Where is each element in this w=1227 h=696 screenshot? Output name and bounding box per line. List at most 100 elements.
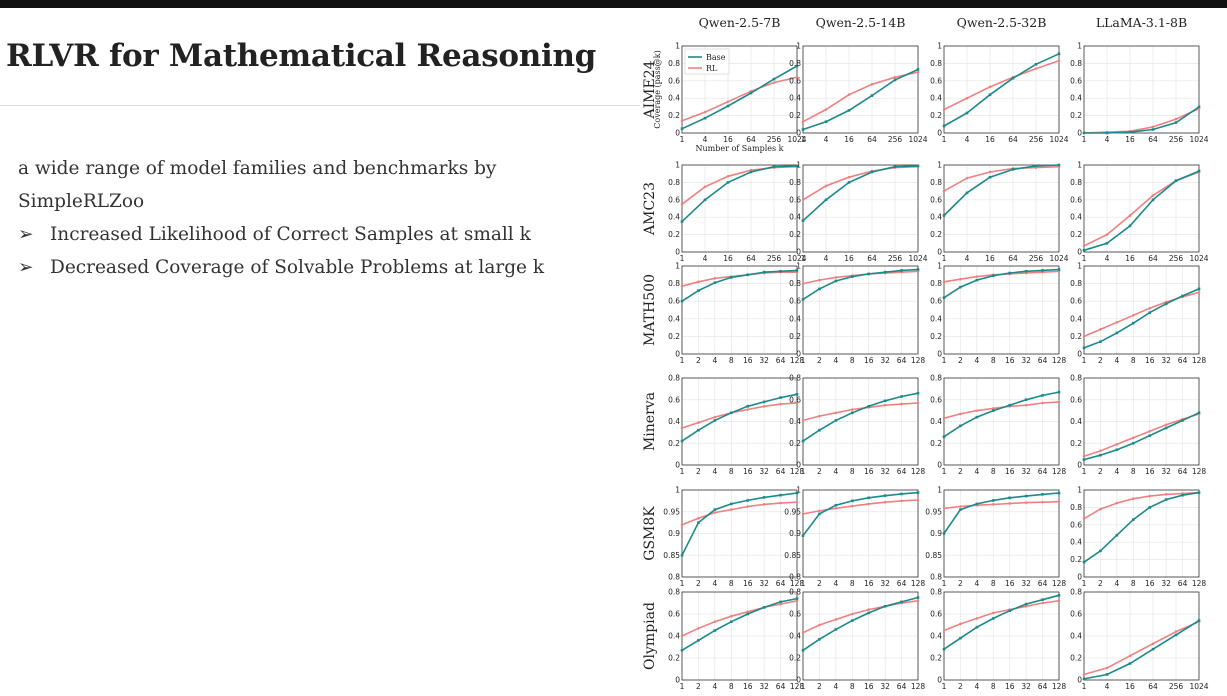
- data-point-rl: [795, 599, 799, 603]
- series-line-rl: [681, 501, 798, 526]
- data-point-base: [834, 419, 838, 422]
- x-tick-label: 64: [1038, 467, 1048, 476]
- data-point-base: [713, 281, 717, 285]
- y-tick-label: 0.2: [668, 332, 680, 341]
- x-axis-label: Number of Samples k: [695, 144, 783, 153]
- x-tick-label: 2: [817, 682, 822, 691]
- data-point-base: [680, 127, 684, 130]
- x-tick-label: 32: [1161, 579, 1171, 588]
- data-point-rl: [959, 277, 962, 281]
- data-point-rl: [870, 82, 874, 86]
- data-point-rl: [965, 176, 969, 180]
- data-point-base: [991, 274, 995, 277]
- data-point-base: [834, 279, 838, 283]
- data-point-rl: [1174, 117, 1178, 121]
- x-tick-label: 64: [1148, 254, 1158, 263]
- data-point-base: [1099, 453, 1102, 457]
- data-point-base: [680, 220, 684, 223]
- legend-box: [684, 48, 730, 75]
- y-tick-label: 0.8: [1070, 588, 1082, 597]
- x-tick-label: 8: [1131, 356, 1136, 365]
- x-tick-label: 16: [844, 135, 854, 144]
- x-tick-label: 16: [723, 254, 733, 263]
- data-point-rl: [893, 76, 897, 79]
- data-point-base: [1099, 340, 1102, 343]
- x-tick-label: 4: [712, 579, 717, 588]
- y-tick-label: 0.8: [789, 374, 801, 383]
- x-tick-label: 4: [974, 579, 979, 588]
- data-point-base: [1115, 448, 1119, 452]
- y-tick-label: 0.2: [930, 111, 942, 120]
- series-line-base: [802, 392, 919, 442]
- x-tick-label: 8: [991, 356, 996, 365]
- plot-frame: [681, 45, 798, 134]
- data-point-base: [1164, 302, 1168, 306]
- y-tick-label: 0.8: [668, 573, 680, 582]
- y-tick-label: 0: [1077, 676, 1082, 685]
- y-tick-label: 0.8: [1070, 178, 1082, 187]
- series-line-rl: [943, 60, 1060, 111]
- x-tick-label: 128: [790, 579, 805, 588]
- plot-frame: [802, 164, 919, 253]
- data-point-rl: [1151, 642, 1155, 645]
- x-tick-label: 64: [1008, 135, 1018, 144]
- data-point-base: [1151, 198, 1155, 202]
- data-point-base: [1197, 105, 1201, 109]
- x-tick-label: 2: [817, 356, 822, 365]
- data-point-base: [1181, 294, 1184, 298]
- x-tick-label: 1: [942, 579, 947, 588]
- y-tick-label: 0.8: [668, 59, 680, 68]
- y-tick-label: 0.4: [1070, 213, 1082, 222]
- x-tick-label: 1: [680, 356, 685, 365]
- x-tick-label: 128: [911, 467, 926, 476]
- y-tick-label: 0.4: [1070, 632, 1082, 641]
- data-point-base: [834, 503, 838, 507]
- y-tick-label: 0.2: [1070, 230, 1082, 239]
- data-point-rl: [900, 402, 903, 406]
- y-tick-label: 0.6: [1070, 520, 1082, 529]
- data-point-rl: [867, 502, 871, 506]
- data-point-base: [1057, 268, 1061, 271]
- data-point-rl: [942, 506, 946, 510]
- data-point-base: [975, 502, 979, 506]
- data-point-base: [988, 93, 992, 97]
- x-tick-label: 8: [729, 356, 734, 365]
- row-label: Minerva: [642, 392, 658, 451]
- y-tick-label: 0.4: [930, 94, 942, 103]
- series-line-base: [681, 492, 798, 556]
- data-point-base: [697, 639, 700, 642]
- y-tick-label: 1: [675, 161, 680, 170]
- data-point-base: [749, 170, 753, 174]
- x-tick-label: 16: [864, 682, 874, 691]
- data-point-rl: [703, 185, 707, 189]
- x-tick-label: 64: [1038, 356, 1048, 365]
- x-tick-label: 2: [696, 579, 701, 588]
- data-point-base: [1148, 434, 1152, 437]
- plot-frame: [1083, 45, 1200, 134]
- y-tick-label: 0.8: [789, 279, 801, 288]
- data-point-base: [801, 649, 805, 652]
- data-point-base: [818, 512, 821, 516]
- x-tick-label: 2: [1098, 356, 1103, 365]
- y-tick-label: 0: [1077, 461, 1082, 470]
- y-tick-label: 0.6: [930, 195, 942, 204]
- data-point-rl: [801, 512, 805, 516]
- series-line-base: [681, 597, 798, 651]
- y-tick-label: 0.4: [1070, 94, 1082, 103]
- data-point-base: [795, 164, 799, 168]
- x-tick-label: 32: [1021, 579, 1031, 588]
- data-point-rl: [680, 284, 684, 288]
- y-tick-label: 0.4: [1070, 538, 1082, 547]
- series-line-rl: [943, 500, 1060, 510]
- y-tick-label: 1: [675, 42, 680, 51]
- data-point-base: [779, 269, 782, 273]
- series-line-base: [943, 268, 1060, 299]
- x-tick-label: 16: [743, 467, 753, 476]
- x-tick-label: 1024: [908, 254, 927, 263]
- data-point-rl: [729, 508, 733, 511]
- x-tick-label: 4: [1114, 467, 1119, 476]
- y-tick-label: 0.6: [668, 610, 680, 619]
- data-point-rl: [680, 523, 684, 527]
- data-point-base: [1041, 598, 1044, 601]
- y-tick-label: 0.6: [789, 76, 801, 85]
